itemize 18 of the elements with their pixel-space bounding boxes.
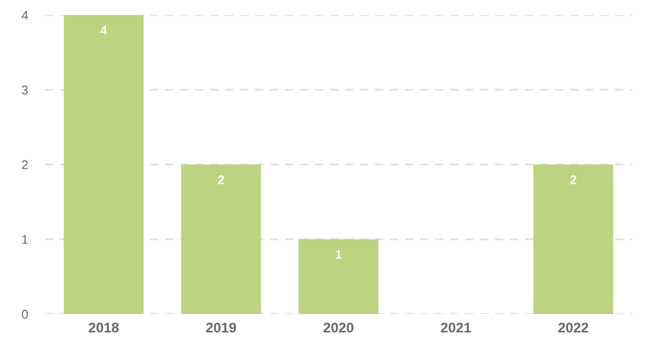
data-label: 2 xyxy=(570,175,576,184)
data-label: 4 xyxy=(100,26,108,35)
bar xyxy=(533,164,614,314)
bar xyxy=(64,15,144,314)
data-label: 2 xyxy=(218,175,224,184)
x-tick-label: 2018 xyxy=(88,322,119,333)
x-tick-label: 2022 xyxy=(558,322,588,333)
x-tick-label: 2020 xyxy=(324,322,354,333)
y-tick-label: 2 xyxy=(22,160,28,170)
y-tick-label: 1 xyxy=(22,235,28,244)
x-tick-label: 2021 xyxy=(440,322,471,333)
y-tick-label: 3 xyxy=(22,86,28,94)
x-tick-label: 2019 xyxy=(206,322,236,333)
y-tick-label: 4 xyxy=(22,10,28,20)
data-label: 1 xyxy=(336,250,342,259)
y-tick-label: 0 xyxy=(22,310,28,319)
bar xyxy=(298,239,378,314)
bar xyxy=(181,164,262,314)
